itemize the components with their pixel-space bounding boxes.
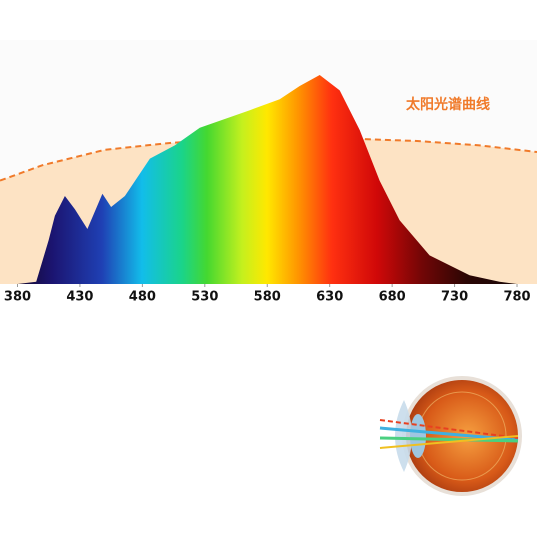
x-tick-label: 480 xyxy=(129,290,156,305)
annotation: 太阳光谱曲线 xyxy=(406,96,490,113)
x-tick-label: 680 xyxy=(379,290,406,305)
plot: 380 430 480 530 580 630 680 730 780 xyxy=(0,75,537,305)
area xyxy=(17,75,518,284)
curve xyxy=(0,137,537,182)
x-tick-label: 380 xyxy=(4,290,31,305)
x-tick-label: 730 xyxy=(441,290,468,305)
x-tick-label: 780 xyxy=(503,290,530,305)
eye-illustration xyxy=(379,376,522,496)
x-tick-label: 580 xyxy=(254,290,281,305)
x-tick-label: 530 xyxy=(191,290,218,305)
x-tick-label: 430 xyxy=(66,290,93,305)
x-tick-label: 630 xyxy=(316,290,343,305)
